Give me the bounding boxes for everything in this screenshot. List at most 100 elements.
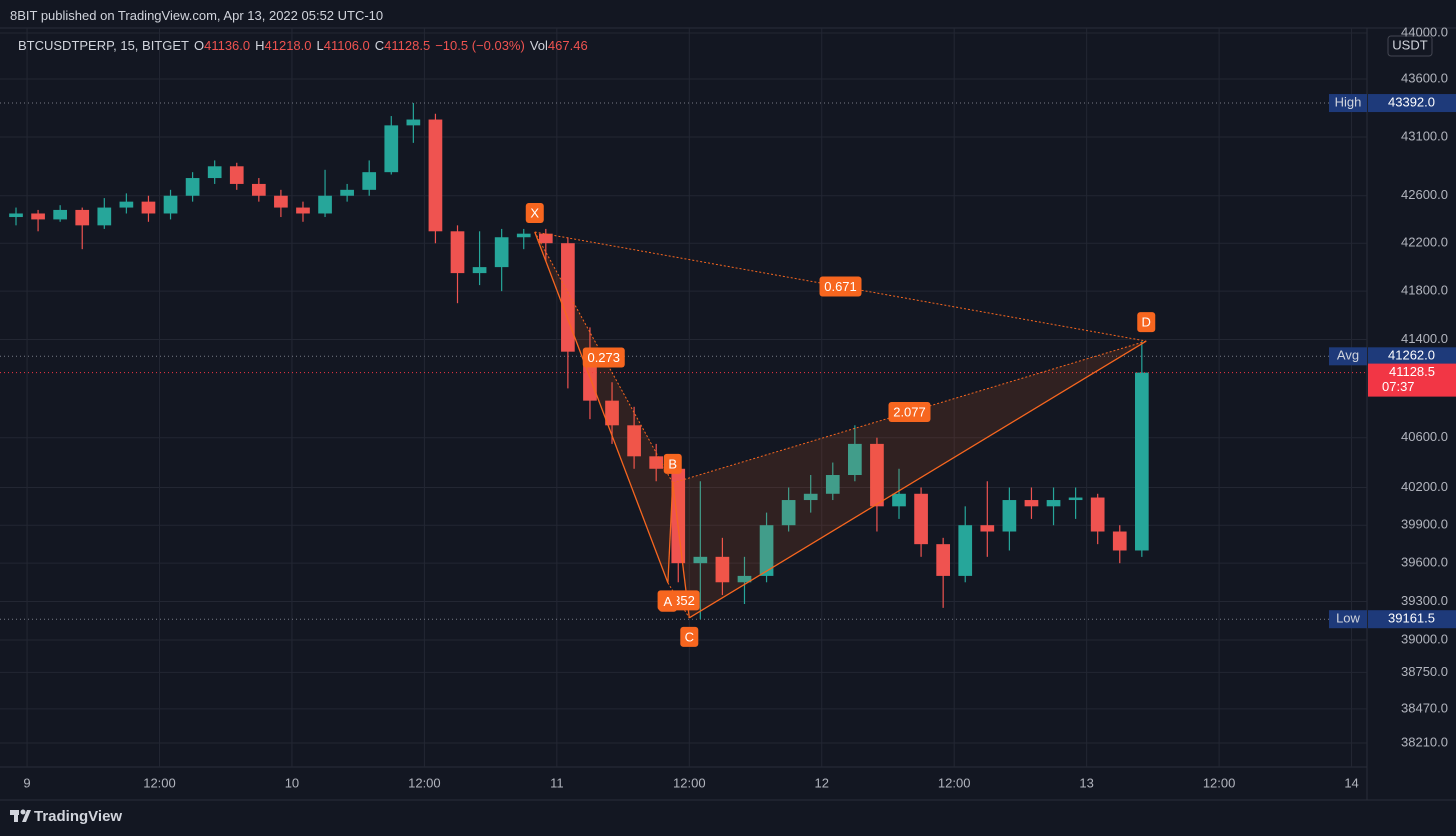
candle-body [715,556,730,583]
y-tick-label: 42200.0 [1401,235,1448,250]
symbol-legend: BTCUSDTPERP, 15, BITGET O41136.0 H41218.0 L… [18,38,588,53]
x-tick-label: 12:00 [673,775,706,790]
candle-body [207,166,222,179]
y-tick-label: 39000.0 [1401,631,1448,646]
publish-note: 8BIT published on TradingView.com, Apr 1… [10,8,384,23]
candle-body [870,443,884,507]
price-tag-value: 39161.5 [1388,611,1435,626]
x-tick-label: 13 [1079,775,1093,790]
candle-body [1046,500,1061,507]
ohlc-value: 41136.0 [204,38,251,53]
ratio-label: 0.273 [587,350,620,365]
ohlc-key: H [255,38,265,53]
y-tick-label: 43100.0 [1401,128,1448,143]
candle-body [141,201,156,214]
y-tick-label: 39300.0 [1401,593,1448,608]
ratio-label: 0.671 [824,279,857,294]
candle-body [229,166,244,184]
pattern-leg [534,231,669,584]
ohlc-item: Vol467.46 [530,38,588,53]
candle-body [75,209,90,226]
candle-body [251,183,266,196]
pattern-leg [667,482,674,583]
candle-body [340,189,354,196]
ohlc-value: 41218.0 [264,38,312,53]
symbol: BTCUSDTPERP, 15, BITGET [18,38,189,53]
candle-body [31,213,45,220]
candle-body [53,209,67,220]
price-tag-box [1329,94,1367,113]
candle-body [472,267,487,274]
y-tick-label: 41800.0 [1401,283,1448,298]
candle-body [914,493,928,545]
candle-body [892,493,906,507]
x-tick-label: 14 [1344,775,1358,790]
point-label: D [1142,315,1151,330]
ohlc-item: O41136.0 [194,38,250,53]
candle-body [693,556,708,564]
candle-body [958,525,973,576]
ohlc-value: 467.46 [547,38,588,53]
candle-body [980,525,995,532]
candle-body [1002,500,1017,532]
y-tick-label: 41400.0 [1401,331,1448,346]
ohlc-item: C41128.5 [375,38,430,53]
candle-body [428,119,443,232]
price-tag-value: 43392.0 [1388,94,1435,109]
point-box [1137,312,1156,333]
candle-body [185,178,200,196]
ohlc-value: −10.5 (−0.03%) [435,38,525,53]
ratio-box [888,401,931,422]
candle-body [450,231,465,274]
candle-body [516,233,531,238]
candle-body [406,119,421,126]
ohlc-item: −10.5 (−0.03%) [435,38,525,53]
price-tag-value-box [1368,94,1456,113]
candle-body [318,195,332,214]
x-tick-label: 10 [285,775,299,790]
x-tick-label: 12:00 [408,775,441,790]
price-tag-name: Avg [1337,348,1359,363]
candle-body [384,125,399,173]
ratio-line [534,231,1147,342]
ohlc-key: C [374,38,385,53]
y-tick-label: 39600.0 [1401,555,1448,570]
y-tick-label: 38470.0 [1401,700,1448,715]
point-box [658,591,677,612]
point-box [680,626,699,647]
point-box [663,453,682,474]
x-tick-label: 12:00 [938,775,971,790]
price-tag-name: High [1335,94,1362,109]
y-tick-label: 43600.0 [1401,70,1448,85]
candle-body [538,233,553,244]
candle-body [1134,372,1149,551]
candle-body [825,475,840,494]
candle-body [163,195,178,214]
price-tag-box [1329,610,1367,629]
candle-body [848,443,862,476]
ohlc-item: H41218.0 [255,38,311,53]
candle-body [9,213,23,218]
candle-body [1024,500,1039,507]
ohlc-item: L41106.0 [317,38,370,53]
pattern-leg [688,340,1147,619]
x-tick-label: 12:00 [143,775,176,790]
candle-body [671,468,686,564]
candle-body [97,207,112,226]
x-tick-label: 12 [815,775,829,790]
last-price-label: 41128.5 [1389,364,1435,379]
y-tick-label: 42600.0 [1401,187,1448,202]
y-tick-label: 38210.0 [1401,734,1448,749]
candle-body [737,575,752,583]
candle-body [803,493,818,501]
countdown: 07:37 [1382,379,1415,394]
ohlc-value: 41128.5 [384,38,431,53]
candle-body [627,425,641,457]
candle-body [561,243,575,352]
pattern-fill [534,232,673,583]
x-tick-label: 9 [23,775,30,790]
candle-body [1068,497,1083,501]
y-tick-label: 40600.0 [1401,429,1448,444]
pattern-fill [672,341,1147,618]
